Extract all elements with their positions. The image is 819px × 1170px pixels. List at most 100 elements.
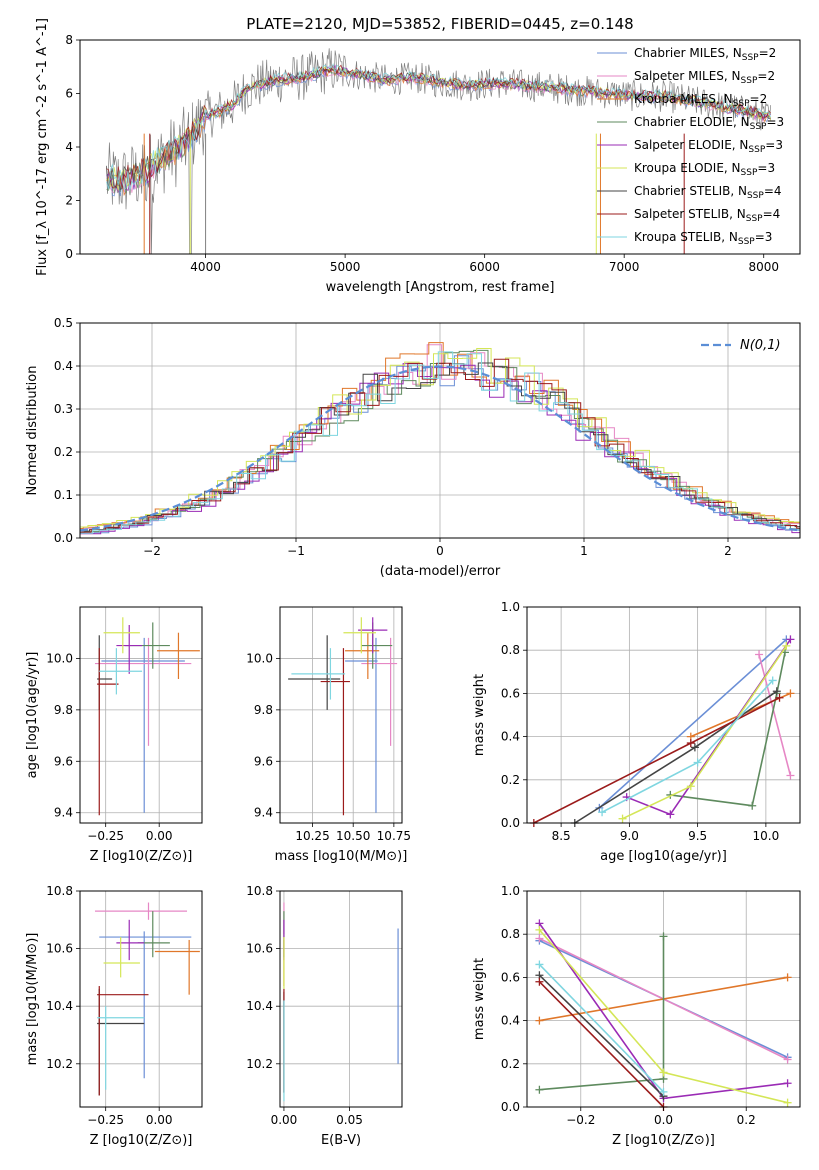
y-tick-label: 0.6 [501, 686, 520, 700]
chart-mass-vs-Z: −0.25 0.00 10.2 10.4 10.6 10.8 Z [log10(Z/Z⊙)]… [25, 884, 203, 1148]
chart-age-vs-Z: −0.25 0.00 9.4 9.6 9.8 10.0 Z [log10(Z/Z⊙)] age… [25, 606, 203, 864]
y-tick-label: 0.3 [54, 402, 73, 416]
weight-line [538, 974, 665, 1097]
weight-marker [659, 932, 668, 941]
x-tick-label: 0.00 [146, 1113, 173, 1127]
y-tick-label: 10.8 [46, 884, 73, 898]
mass-vs-ebv-plot-area [283, 902, 399, 1102]
spectrum-plot-area [106, 48, 772, 254]
weight-line [601, 679, 774, 813]
x-tick-label: 7000 [609, 260, 640, 274]
weight-marker [535, 925, 544, 934]
weight-series [535, 977, 668, 1111]
weight-line [670, 652, 786, 807]
y-tick-label: 6 [65, 87, 73, 101]
x-axis-label: Z [log10(Z/Z⊙)] [90, 849, 193, 864]
legend-label: Chabrier ELODIE, NSSP=3 [634, 115, 784, 132]
weight-marker [535, 1085, 544, 1094]
legend-label: Kroupa MILES, NSSP=2 [634, 92, 767, 109]
weight-marker [755, 650, 764, 659]
chart-age-vs-mass: 10.25 10.50 10.75 9.4 9.6 9.8 10.0 mass [log10(… [246, 606, 411, 864]
chart-weight-vs-age: 8.5 9.0 9.5 10.0 0.0 0.2 0.4 0.6 0.8 1.0 age [log1… [472, 600, 801, 864]
weight-marker [748, 801, 757, 810]
error-bar-point [137, 911, 170, 958]
y-tick-label: 0.2 [501, 1057, 520, 1071]
axes-frame [79, 606, 203, 824]
weight-marker [782, 641, 791, 650]
y-tick-label: 0.0 [501, 1100, 520, 1114]
legend-label: Salpeter MILES, NSSP=2 [634, 69, 775, 86]
x-axis-label: E(B-V) [321, 1133, 361, 1148]
legend-label: Kroupa STELIB, NSSP=3 [634, 230, 772, 247]
weight-line [538, 981, 665, 1108]
y-tick-label: 9.4 [254, 806, 273, 820]
weight-marker [535, 1016, 544, 1025]
weight-marker [535, 977, 544, 986]
error-bar-point [97, 986, 149, 1096]
error-bar-point [345, 632, 380, 679]
x-tick-label: 10.50 [336, 829, 370, 843]
weight-series [535, 932, 668, 1094]
weight-series [535, 925, 792, 1107]
age-vs-mass-plot-area [288, 617, 398, 816]
y-tick-label: 10.2 [46, 1057, 73, 1071]
x-tick-label: 0.05 [336, 1113, 363, 1127]
weight-marker [535, 960, 544, 969]
x-tick-label: 0.0 [654, 1113, 673, 1127]
weight-marker [786, 689, 795, 698]
histogram-step [80, 363, 800, 535]
error-bar-point [361, 622, 393, 669]
y-tick-label: 0.4 [54, 359, 73, 373]
figure-title: PLATE=2120, MJD=53852, FIBERID=0445, z=0… [246, 15, 633, 33]
y-tick-label: 9.6 [54, 754, 73, 768]
error-bar-point [157, 632, 200, 679]
weight-marker [783, 1055, 792, 1064]
x-axis-label: wavelength [Angstrom, rest frame] [326, 280, 555, 295]
x-tick-label: −2 [143, 544, 161, 558]
y-tick-label: 0.0 [54, 531, 73, 545]
histogram-step [80, 358, 800, 533]
weight-marker [768, 676, 777, 685]
histogram-step [80, 351, 800, 534]
y-axis-label: mass weight [472, 674, 487, 756]
y-tick-label: 0 [65, 247, 73, 261]
y-tick-label: 0.5 [54, 316, 73, 330]
x-axis-label: Z [log10(Z/Z⊙)] [612, 1133, 715, 1148]
weight-marker [786, 635, 795, 644]
error-bar-point [99, 648, 143, 695]
chart-weight-vs-Z: −0.2 0.0 0.2 0.0 0.2 0.4 0.6 0.8 1.0 Z [log10(Z/Z… [472, 884, 801, 1148]
error-bar-point [361, 637, 398, 746]
error-bar-point [94, 637, 192, 746]
y-tick-label: 9.6 [254, 754, 273, 768]
x-tick-label: 1 [580, 544, 588, 558]
y-tick-label: 2 [65, 194, 73, 208]
error-bar-point [103, 617, 140, 654]
legend-label: Salpeter ELODIE, NSSP=3 [634, 138, 783, 155]
y-tick-label: 4 [65, 140, 73, 154]
x-tick-label: 0.2 [737, 1113, 756, 1127]
weight-line [538, 963, 665, 1093]
error-bar-point [288, 635, 341, 710]
y-axis-label: age [log10(age/yr)] [25, 652, 40, 779]
x-axis-label: age [log10(age/yr)] [600, 849, 727, 864]
error-bar-point [97, 1006, 145, 1090]
legend-label: Chabrier MILES, NSSP=2 [634, 46, 776, 63]
error-bar-point [97, 988, 145, 1096]
weight-line [539, 936, 665, 1091]
spectrum-model-line [106, 67, 772, 194]
x-tick-label: 4000 [190, 260, 221, 274]
error-bar-point [103, 937, 140, 978]
x-tick-label: 0.00 [271, 1113, 298, 1127]
x-tick-label: 9.0 [620, 829, 639, 843]
y-tick-label: 9.8 [54, 703, 73, 717]
axes-frame [526, 606, 801, 824]
weight-marker [690, 743, 699, 752]
weight-marker [598, 808, 607, 817]
x-tick-label: −0.2 [566, 1113, 595, 1127]
y-tick-label: 0.8 [501, 643, 520, 657]
error-bar-point [343, 617, 376, 654]
y-tick-label: 8 [65, 33, 73, 47]
histogram-step [80, 355, 800, 535]
weight-series [755, 650, 795, 780]
y-tick-label: 9.8 [254, 703, 273, 717]
